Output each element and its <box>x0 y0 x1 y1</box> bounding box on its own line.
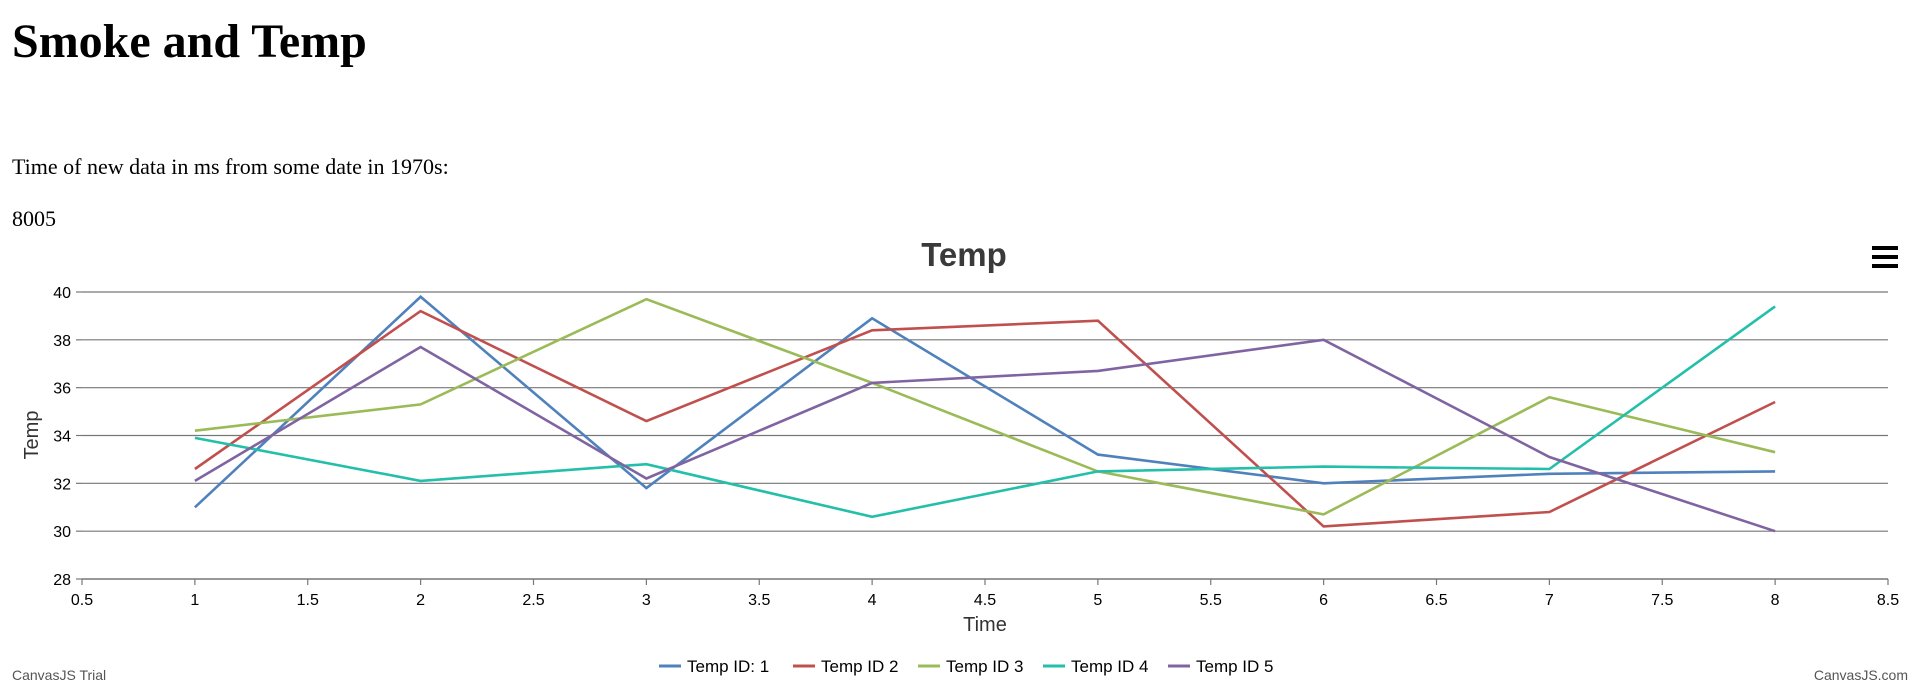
x-tick-label: 1.5 <box>297 592 319 609</box>
tick-labels: 28 30 32 34 36 38 40 0.5 1 1.5 2 2.5 3 3.5 4 4.5 5 5.5 6 6.… <box>53 285 1899 609</box>
legend-label: Temp ID 5 <box>1196 657 1273 676</box>
legend-label: Temp ID 2 <box>821 657 898 676</box>
info-value: 8005 <box>12 206 56 231</box>
x-tick-label: 1 <box>190 592 199 609</box>
legend-label: Temp ID 3 <box>946 657 1023 676</box>
chart-title: Temp <box>921 236 1007 273</box>
y-axis-label: Temp <box>21 411 43 460</box>
watermark-right: CanvasJS.com <box>1814 667 1908 683</box>
grid-lines <box>82 291 1888 532</box>
legend-label: Temp ID: 1 <box>687 657 769 676</box>
x-tick-label: 3 <box>642 592 651 609</box>
series-line-3 <box>194 297 1776 516</box>
y-tick-label: 30 <box>53 524 71 541</box>
watermark-left: CanvasJS Trial <box>12 667 106 683</box>
series-line-5 <box>194 338 1776 533</box>
legend-item-5: Temp ID 5 <box>1168 657 1273 676</box>
series-line-2 <box>194 309 1776 528</box>
x-tick-label: 8 <box>1771 592 1780 609</box>
hamburger-menu-icon[interactable] <box>1868 242 1902 276</box>
axes <box>76 291 1889 585</box>
legend: Temp ID: 1 Temp ID 2 Temp ID 3 Temp ID 4 Tem… <box>659 657 1273 676</box>
page-title: Smoke and Temp <box>12 15 367 68</box>
x-tick-label: 7 <box>1545 592 1554 609</box>
x-tick-label: 2 <box>416 592 425 609</box>
legend-item-1: Temp ID: 1 <box>659 657 769 676</box>
x-tick-label: 4 <box>868 592 877 609</box>
series-lines <box>194 295 1776 533</box>
y-tick-label: 38 <box>53 333 71 350</box>
legend-label: Temp ID 4 <box>1071 657 1148 676</box>
x-tick-label: 2.5 <box>522 592 544 609</box>
y-tick-label: 40 <box>53 285 71 302</box>
x-tick-label: 5.5 <box>1200 592 1222 609</box>
info-label: Time of new data in ms from some date in… <box>12 154 449 179</box>
x-tick-label: 6.5 <box>1425 592 1447 609</box>
legend-item-4: Temp ID 4 <box>1043 657 1148 676</box>
x-tick-label: 3.5 <box>748 592 770 609</box>
y-tick-label: 28 <box>53 572 71 589</box>
x-tick-label: 7.5 <box>1651 592 1673 609</box>
x-tick-label: 6 <box>1319 592 1328 609</box>
series-line-4 <box>194 305 1776 519</box>
legend-item-2: Temp ID 2 <box>793 657 898 676</box>
legend-item-3: Temp ID 3 <box>918 657 1023 676</box>
x-tick-label: 4.5 <box>974 592 996 609</box>
x-tick-label: 8.5 <box>1877 592 1899 609</box>
y-tick-label: 32 <box>53 476 71 493</box>
y-tick-label: 36 <box>53 381 71 398</box>
x-axis-label: Time <box>963 614 1007 636</box>
y-tick-label: 34 <box>53 429 71 446</box>
line-chart: 28 30 32 34 36 38 40 0.5 1 1.5 2 2.5 3 3.5 4 4.5 5 5.5 6 6.… <box>12 236 1908 683</box>
chart-container: 28 30 32 34 36 38 40 0.5 1 1.5 2 2.5 3 3.5 4 4.5 5 5.5 6 6.… <box>0 230 1920 683</box>
x-tick-label: 0.5 <box>71 592 93 609</box>
x-tick-label: 5 <box>1093 592 1102 609</box>
